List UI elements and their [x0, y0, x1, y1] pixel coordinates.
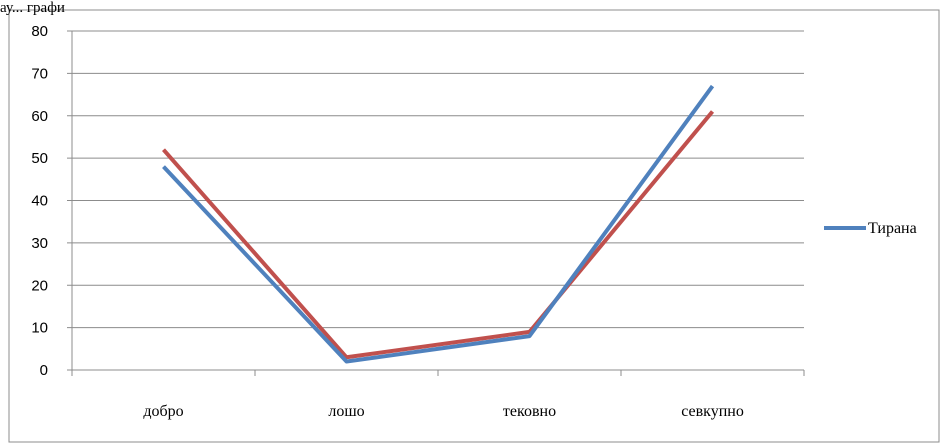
caption-text: ау... графи: [0, 0, 65, 16]
axis-layer: 0 10 20 30 40 50 60 70 80 добро лошо тековно севкупн…: [31, 23, 805, 420]
y-tick-label: 60: [31, 108, 48, 125]
legend-label: Тирана: [868, 220, 917, 237]
series-line-2: [161, 110, 715, 360]
series-layer: [161, 84, 715, 364]
x-tick-label: тековно: [503, 403, 556, 420]
x-tick-label: добро: [143, 403, 183, 420]
series-line-1: [162, 84, 715, 364]
y-tick-label: 80: [31, 23, 48, 40]
y-tick-label: 50: [31, 150, 48, 167]
y-tick-label: 40: [31, 193, 48, 210]
y-tick-label: 0: [40, 362, 48, 379]
legend: Тирана: [824, 220, 917, 237]
x-tick-label: севкупно: [681, 403, 744, 420]
x-tick-label: лошо: [328, 403, 364, 420]
y-tick-label: 20: [31, 277, 48, 294]
grid-layer: [72, 30, 804, 329]
chart-frame: [8, 9, 940, 443]
y-tick-label: 30: [31, 235, 48, 252]
y-tick-label: 70: [31, 65, 48, 82]
y-tick-label: 10: [31, 320, 48, 337]
